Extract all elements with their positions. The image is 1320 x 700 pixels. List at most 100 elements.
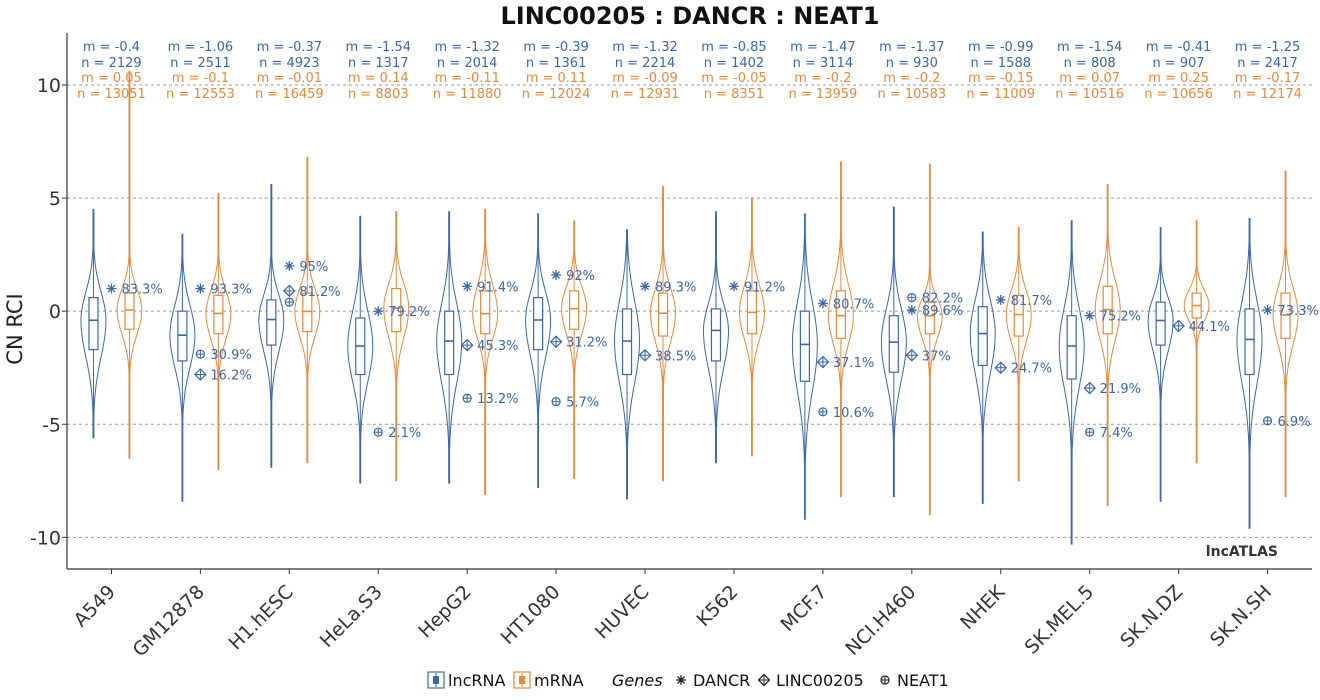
legend-box [433, 676, 439, 684]
box [213, 294, 224, 335]
gene-marker-diamond-plus [1172, 319, 1185, 333]
stat-label: m = -1.54 [1057, 40, 1122, 55]
watermark: lncATLAS [1206, 544, 1278, 560]
marker-stroke [907, 306, 916, 315]
gene-marker-circle-plus [195, 349, 205, 359]
stat-label: n = 12024 [522, 87, 591, 102]
stat-label: n = 1317 [348, 56, 408, 71]
y-tick-label: 10 [37, 75, 61, 97]
box [177, 310, 188, 362]
stat-label: n = 4923 [259, 56, 319, 71]
stat-label: n = 2014 [437, 56, 497, 71]
axes [66, 33, 1312, 570]
x-tick-label: SK.MEL.5 [1021, 581, 1099, 659]
stat-label: n = 8803 [348, 87, 408, 102]
gene-label: 75.2% [1100, 310, 1141, 325]
x-tick-label: HUVEC [591, 581, 654, 644]
stat-label: n = 10583 [877, 87, 946, 102]
stat-label: n = 3114 [793, 56, 853, 71]
gene-marker-circle-plus [284, 297, 294, 307]
gene-label: 81.7% [1011, 294, 1052, 309]
gene-marker-asterisk [817, 298, 828, 309]
box [835, 290, 846, 339]
stat-label: m = -0.15 [968, 71, 1033, 86]
grid-lines: 10 5 0 -5 -10 [30, 75, 1312, 549]
gene-label: 91.2% [744, 280, 785, 295]
x-tick-label: HeLa.S3 [316, 581, 387, 652]
gene-marker-asterisk [373, 306, 384, 317]
gene-label: 89.3% [655, 280, 696, 295]
stat-label: m = 0.05 [81, 71, 142, 86]
stat-label: n = 12174 [1233, 87, 1302, 102]
stat-label: m = 0.11 [526, 71, 587, 86]
stat-label: m = -0.39 [523, 40, 588, 55]
gene-label: 89.6% [922, 304, 963, 319]
gene-marker-asterisk [284, 260, 295, 271]
stat-label: n = 930 [886, 56, 938, 71]
legend: lncRNA mRNA Genes DANCR LINC00205 NEAT1 [427, 671, 949, 690]
box [124, 292, 135, 330]
gene-label: 21.9% [1100, 382, 1141, 397]
violin [525, 213, 552, 489]
legend-label: mRNA [534, 671, 584, 690]
gene-marker-circle-plus [551, 397, 561, 407]
marker-stroke [285, 261, 294, 270]
legend-gene-label: DANCR [693, 671, 750, 690]
violin [116, 70, 143, 459]
stat-label: m = -0.09 [612, 71, 677, 86]
gene-label: 10.6% [833, 406, 874, 421]
marker-shape [1083, 381, 1097, 395]
x-tick-label: K562 [692, 581, 742, 631]
violin [1058, 220, 1085, 545]
gene-marker-asterisk [462, 281, 473, 292]
marker-stroke [552, 271, 561, 279]
gene-label: 6.9% [1278, 415, 1311, 430]
stat-label: m = -0.1 [172, 71, 229, 86]
box [888, 315, 899, 373]
gene-label: 91.4% [477, 280, 518, 295]
violin [80, 208, 107, 439]
legend-gene-label: LINC00205 [776, 671, 864, 690]
gene-marker-circle-plus [907, 293, 917, 303]
stat-label: n = 10516 [1055, 87, 1124, 102]
marker-stroke [730, 282, 738, 291]
x-tick-label: MCF.7 [777, 581, 832, 636]
stat-label: m = -0.01 [257, 71, 322, 86]
plot-area: 83.3% 93.3% 95% 79.2% 91.4% 92% 89.3% 91.2% 80.7… [80, 70, 1319, 545]
x-tick-label: NHEK [956, 581, 1009, 634]
stat-label: n = 2417 [1237, 56, 1297, 71]
stat-label: n = 13959 [789, 87, 858, 102]
box [710, 308, 722, 362]
gene-marker-asterisk [676, 675, 686, 685]
box [1155, 301, 1166, 346]
stat-label: n = 2129 [81, 56, 141, 71]
gene-marker-diamond-plus [757, 673, 771, 687]
gene-label: 45.3% [477, 339, 518, 354]
stat-label: n = 1588 [971, 56, 1031, 71]
stat-label: m = -1.25 [1235, 40, 1300, 55]
gene-label: 79.2% [388, 305, 429, 320]
marker-stroke [641, 282, 649, 291]
legend-gene-label: NEAT1 [897, 671, 949, 690]
gene-marker-asterisk [551, 269, 562, 280]
stat-label: n = 16459 [255, 87, 324, 102]
box [302, 292, 313, 333]
x-tick-label: GM12878 [129, 581, 209, 661]
gene-label: 80.7% [833, 297, 874, 312]
stat-label: n = 12931 [611, 87, 680, 102]
gene-marker-circle-plus [1085, 427, 1095, 437]
stat-label: m = -1.32 [434, 40, 499, 55]
x-tick-label: HepG2 [414, 581, 475, 642]
box [533, 297, 544, 351]
stat-label: n = 13051 [77, 87, 146, 102]
gene-marker-diamond-plus [1083, 381, 1097, 395]
gene-label: 37% [922, 349, 951, 364]
marker-stroke [996, 295, 1005, 304]
box [480, 290, 491, 335]
stat-label: n = 907 [1152, 56, 1204, 71]
x-tick-label: A549 [70, 581, 120, 631]
gene-marker-diamond-plus [994, 361, 1008, 375]
marker-shape [549, 335, 563, 349]
gene-label: 7.4% [1100, 426, 1133, 441]
